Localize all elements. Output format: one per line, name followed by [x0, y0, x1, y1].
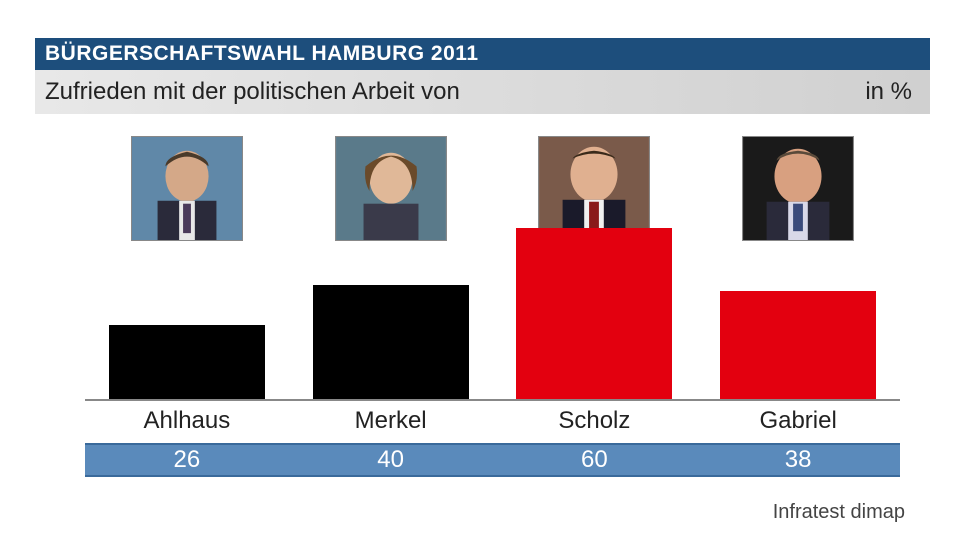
bar-slot: [494, 249, 694, 399]
value-label: 38: [698, 446, 898, 474]
chart-container: BÜRGERSCHAFTSWAHL HAMBURG 2011 Zufrieden…: [0, 0, 960, 544]
names-row: Ahlhaus Merkel Scholz Gabriel: [85, 399, 900, 443]
person-icon: [336, 137, 446, 240]
bars-row: [85, 249, 900, 399]
value-label: 40: [291, 446, 491, 474]
name-label: Ahlhaus: [87, 407, 287, 435]
portrait-gabriel: [742, 136, 854, 241]
portrait-slot: [87, 136, 287, 241]
bar-slot: [698, 249, 898, 399]
name-label: Merkel: [291, 407, 491, 435]
bar-scholz: [516, 228, 672, 399]
bar-merkel: [313, 285, 469, 399]
unit-text: in %: [865, 78, 912, 106]
value-label: 26: [87, 446, 287, 474]
person-icon: [132, 137, 242, 240]
bar-gabriel: [720, 291, 876, 399]
portrait-slot: [291, 136, 491, 241]
portrait-merkel: [335, 136, 447, 241]
subtitle-bar: Zufrieden mit der politischen Arbeit von…: [35, 70, 930, 114]
name-label: Gabriel: [698, 407, 898, 435]
person-icon: [539, 137, 649, 240]
person-icon: [743, 137, 853, 240]
value-label: 60: [494, 446, 694, 474]
title-bar: BÜRGERSCHAFTSWAHL HAMBURG 2011: [35, 38, 930, 70]
portrait-slot: [494, 136, 694, 241]
portrait-slot: [698, 136, 898, 241]
portraits-row: [85, 136, 900, 241]
name-label: Scholz: [494, 407, 694, 435]
subtitle-text: Zufrieden mit der politischen Arbeit von: [45, 78, 460, 106]
chart-area: Ahlhaus Merkel Scholz Gabriel 26 40 60 3…: [85, 136, 900, 474]
bar-slot: [291, 249, 491, 399]
source-label: Infratest dimap: [773, 501, 905, 524]
values-row: 26 40 60 38: [85, 443, 900, 477]
portrait-ahlhaus: [131, 136, 243, 241]
portrait-scholz: [538, 136, 650, 241]
bar-slot: [87, 249, 287, 399]
bar-ahlhaus: [109, 325, 265, 399]
title-text: BÜRGERSCHAFTSWAHL HAMBURG 2011: [45, 42, 479, 66]
